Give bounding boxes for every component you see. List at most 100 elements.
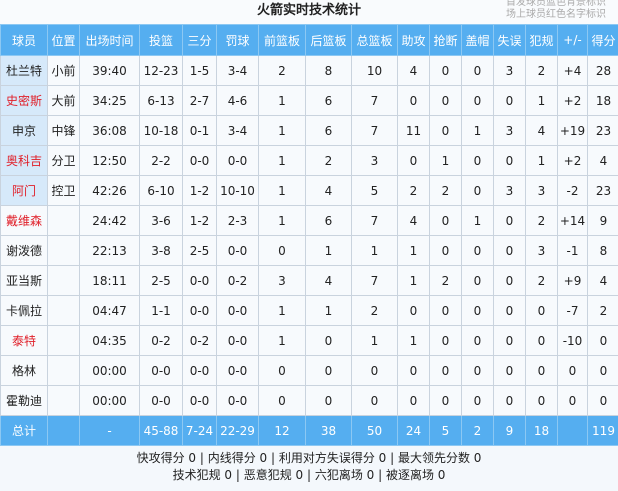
player-name[interactable]: 亚当斯 — [0, 265, 48, 296]
cell-total-reb: 7 — [351, 205, 398, 236]
cell-position — [47, 385, 80, 416]
cell-steals: 0 — [429, 325, 462, 356]
player-row: 卡佩拉 04:47 1-1 0-0 0-0 1 1 2 0 0 0 0 0 -7 2 — [0, 295, 618, 326]
column-header-def-reb[interactable]: 后篮板 — [305, 24, 352, 56]
player-row: 格林 00:00 0-0 0-0 0-0 0 0 0 0 0 0 0 0 0 0 — [0, 355, 618, 386]
cell-blocks: 0 — [461, 355, 494, 386]
cell-fg: 10-18 — [139, 115, 183, 146]
cell-position: 控卫 — [47, 175, 80, 206]
cell-three-pt: 0-0 — [182, 145, 217, 176]
cell-points: 2 — [587, 295, 618, 326]
cell-steals: 0 — [429, 355, 462, 386]
cell-turnovers: 0 — [493, 205, 526, 236]
player-row: 史密斯 大前 34:25 6-13 2-7 4-6 1 6 7 0 0 0 0 1 +2 18 — [0, 85, 618, 116]
cell-assists: 0 — [397, 295, 430, 326]
cell-ft: 3-4 — [216, 55, 259, 86]
total-fg: 45-88 — [139, 415, 183, 446]
player-name[interactable]: 戴维森 — [0, 205, 48, 236]
column-header-three-pt[interactable]: 三分 — [182, 24, 217, 56]
cell-three-pt: 0-2 — [182, 325, 217, 356]
player-row: 阿门 控卫 42:26 6-10 1-2 10-10 1 4 5 2 2 0 3 3 -2 23 — [0, 175, 618, 206]
legend-oncourt-note: 场上球员红色名字标识 — [506, 9, 606, 20]
column-header-blocks[interactable]: 盖帽 — [461, 24, 494, 56]
cell-fg: 12-23 — [139, 55, 183, 86]
cell-assists: 0 — [397, 145, 430, 176]
cell-def-reb: 4 — [305, 175, 352, 206]
page-title: 火箭实时技术统计 — [0, 0, 618, 24]
cell-steals: 0 — [429, 115, 462, 146]
column-header-fouls[interactable]: 犯规 — [525, 24, 558, 56]
player-name[interactable]: 泰特 — [0, 325, 48, 356]
cell-points: 4 — [587, 265, 618, 296]
cell-fouls: 1 — [525, 85, 558, 116]
player-row: 申京 中锋 36:08 10-18 0-1 3-4 1 6 7 11 0 1 3 4 +19 23 — [0, 115, 618, 146]
cell-minutes: 34:25 — [79, 85, 140, 116]
total-ft: 22-29 — [216, 415, 259, 446]
player-name[interactable]: 阿门 — [0, 175, 48, 206]
player-name[interactable]: 杜兰特 — [0, 55, 48, 86]
cell-plus-minus: +9 — [557, 265, 588, 296]
column-header-assists[interactable]: 助攻 — [397, 24, 430, 56]
cell-steals: 0 — [429, 235, 462, 266]
player-row: 杜兰特 小前 39:40 12-23 1-5 3-4 2 8 10 4 0 0 3 2 +4 28 — [0, 55, 618, 86]
cell-minutes: 00:00 — [79, 385, 140, 416]
column-header-position[interactable]: 位置 — [47, 24, 80, 56]
cell-minutes: 12:50 — [79, 145, 140, 176]
cell-fg: 3-8 — [139, 235, 183, 266]
cell-three-pt: 0-0 — [182, 265, 217, 296]
cell-position — [47, 235, 80, 266]
cell-ft: 0-2 — [216, 265, 259, 296]
column-header-fg[interactable]: 投篮 — [139, 24, 183, 56]
legend: 首发球员蓝色背景标识 场上球员红色名字标识 — [506, 0, 606, 21]
cell-steals: 2 — [429, 265, 462, 296]
cell-points: 23 — [587, 175, 618, 206]
cell-total-reb: 0 — [351, 385, 398, 416]
total-def-reb: 38 — [305, 415, 352, 446]
player-name[interactable]: 霍勒迪 — [0, 385, 48, 416]
cell-three-pt: 0-0 — [182, 355, 217, 386]
cell-fg: 1-1 — [139, 295, 183, 326]
column-header-off-reb[interactable]: 前篮板 — [258, 24, 306, 56]
column-header-player[interactable]: 球员 — [0, 24, 48, 56]
player-name[interactable]: 格林 — [0, 355, 48, 386]
column-header-turnovers[interactable]: 失误 — [493, 24, 526, 56]
cell-blocks: 0 — [461, 325, 494, 356]
header-row: 球员 位置 出场时间 投篮 三分 罚球 前篮板 后篮板 总篮板 助攻 抢断 盖帽 失误 犯规 +/- 得分 — [0, 24, 618, 56]
cell-def-reb: 1 — [305, 295, 352, 326]
cell-fouls: 0 — [525, 355, 558, 386]
cell-blocks: 0 — [461, 145, 494, 176]
column-header-plus-minus[interactable]: +/- — [557, 24, 588, 56]
player-name[interactable]: 奥科吉 — [0, 145, 48, 176]
column-header-minutes[interactable]: 出场时间 — [79, 24, 140, 56]
column-header-total-reb[interactable]: 总篮板 — [351, 24, 398, 56]
column-header-ft[interactable]: 罚球 — [216, 24, 259, 56]
cell-blocks: 0 — [461, 295, 494, 326]
cell-fg: 6-13 — [139, 85, 183, 116]
cell-total-reb: 7 — [351, 115, 398, 146]
cell-ft: 0-0 — [216, 325, 259, 356]
player-name[interactable]: 谢泼德 — [0, 235, 48, 266]
cell-assists: 11 — [397, 115, 430, 146]
cell-total-reb: 5 — [351, 175, 398, 206]
cell-total-reb: 1 — [351, 325, 398, 356]
cell-three-pt: 1-2 — [182, 205, 217, 236]
cell-def-reb: 0 — [305, 325, 352, 356]
player-name[interactable]: 卡佩拉 — [0, 295, 48, 326]
player-name[interactable]: 申京 — [0, 115, 48, 146]
column-header-steals[interactable]: 抢断 — [429, 24, 462, 56]
column-header-points[interactable]: 得分 — [587, 24, 618, 56]
cell-fg: 3-6 — [139, 205, 183, 236]
player-name[interactable]: 史密斯 — [0, 85, 48, 116]
cell-off-reb: 0 — [258, 385, 306, 416]
cell-def-reb: 0 — [305, 355, 352, 386]
cell-off-reb: 3 — [258, 265, 306, 296]
total-position — [47, 415, 80, 446]
cell-turnovers: 0 — [493, 235, 526, 266]
cell-three-pt: 0-1 — [182, 115, 217, 146]
total-total-reb: 50 — [351, 415, 398, 446]
cell-fouls: 1 — [525, 145, 558, 176]
cell-points: 0 — [587, 355, 618, 386]
cell-points: 23 — [587, 115, 618, 146]
cell-position — [47, 205, 80, 236]
cell-turnovers: 0 — [493, 85, 526, 116]
